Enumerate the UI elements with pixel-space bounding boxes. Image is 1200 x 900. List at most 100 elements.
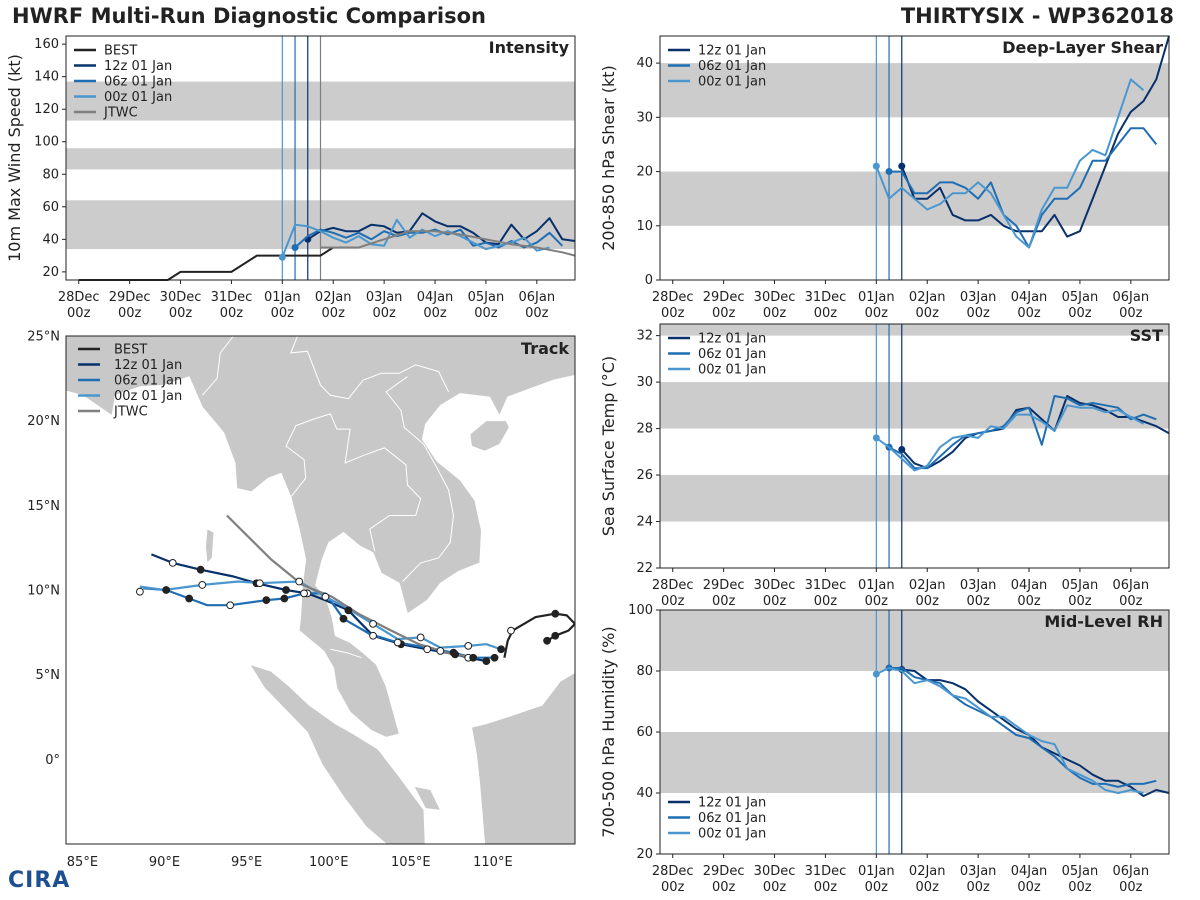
sst-band-2 — [660, 324, 1169, 336]
intensity-series-run12 — [307, 212, 576, 246]
rh-band-0 — [660, 732, 1169, 793]
bangka-island — [413, 785, 441, 811]
shear-panel: 01020304028Dec00z29Dec00z30Dec00z31Dec00… — [599, 35, 1170, 321]
sri-lanka-island — [0, 593, 32, 659]
mainland-asia — [66, 336, 575, 738]
track-point-best — [543, 636, 551, 645]
shear-init-point-run12 — [898, 162, 906, 170]
track-point-run06 — [300, 589, 308, 598]
intensity-legend-label: 12z 01 Jan — [104, 59, 172, 74]
track-point-run00 — [369, 619, 377, 628]
rh-xtick-hour: 00z — [865, 880, 889, 895]
intensity-ytick-label: 140 — [34, 70, 59, 85]
rh-xtick-hour: 00z — [1068, 880, 1092, 895]
track-point-run12 — [369, 631, 377, 640]
rh-xtick-hour: 00z — [966, 880, 990, 895]
intensity-ytick-label: 20 — [42, 265, 59, 280]
rh-title: Mid-Level RH — [1044, 612, 1163, 631]
shear-legend-label: 06z 01 Jan — [698, 59, 766, 74]
rh-xtick-label: 31Dec — [805, 864, 847, 879]
sst-xtick-hour: 00z — [966, 594, 990, 609]
rh-xtick-hour: 00z — [763, 880, 787, 895]
sst-xtick-hour: 00z — [763, 594, 787, 609]
intensity-ytick-label: 80 — [42, 167, 59, 182]
track-point-best — [507, 626, 515, 635]
sst-xtick-label: 01Jan — [858, 578, 895, 593]
sst-xtick-hour: 00z — [712, 594, 736, 609]
sst-band-0 — [660, 475, 1169, 522]
shear-xtick-label: 30Dec — [754, 290, 796, 305]
country-border-3 — [385, 376, 455, 582]
rh-xtick-label: 03Jan — [960, 864, 997, 879]
track-point-run06 — [226, 601, 235, 610]
sst-xtick-label: 31Dec — [805, 578, 847, 593]
intensity-xtick-hour: 00z — [169, 306, 193, 321]
sst-xtick-hour: 00z — [865, 594, 889, 609]
rh-xtick-hour: 00z — [661, 880, 685, 895]
sst-ytick-label: 32 — [636, 329, 653, 344]
rh-xtick-label: 04Jan — [1011, 864, 1048, 879]
intensity-legend-label: 06z 01 Jan — [104, 75, 172, 90]
shear-xtick-label: 29Dec — [703, 290, 745, 305]
track-panel: 0° 5°N 10°N 15°N 20°N 25°N 85°E 90°E 95°E 100°E 10… — [0, 330, 576, 870]
track-point-run12 — [423, 645, 432, 654]
intensity-ytick-label: 100 — [34, 135, 59, 150]
track-point-run00 — [497, 645, 506, 654]
track-point-run00 — [436, 647, 445, 655]
track-lon-label: 110°E — [473, 855, 513, 870]
intensity-series-run00 — [281, 218, 550, 258]
track-best — [503, 612, 575, 658]
shear-xtick-label: 04Jan — [1011, 290, 1048, 305]
track-point-run12 — [482, 657, 491, 666]
sst-legend-label: 06z 01 Jan — [698, 347, 766, 362]
track-legend-label: 12z 01 Jan — [114, 358, 182, 373]
sst-xtick-hour: 00z — [916, 594, 940, 609]
intensity-xtick-hour: 00z — [118, 306, 142, 321]
intensity-xtick-hour: 00z — [220, 306, 244, 321]
shear-xtick-label: 02Jan — [909, 290, 946, 305]
rh-legend-label: 12z 01 Jan — [698, 796, 766, 811]
intensity-xtick-label: 30Dec — [160, 290, 202, 305]
track-point-run00 — [295, 577, 304, 586]
shear-ytick-label: 30 — [636, 110, 653, 125]
sst-xtick-label: 06Jan — [1113, 578, 1150, 593]
track-lon-label: 85°E — [67, 855, 98, 870]
shear-legend-label: 12z 01 Jan — [698, 44, 766, 59]
track-point-jtwc — [469, 653, 478, 662]
intensity-series-jtwc — [320, 230, 576, 257]
intensity-xtick-label: 04Jan — [417, 290, 454, 305]
track-lat-label: 15°N — [27, 499, 60, 514]
track-frame — [65, 335, 576, 845]
intensity-frame — [65, 35, 576, 281]
country-border-2 — [285, 413, 422, 552]
track-lat-label: 5°N — [36, 668, 61, 683]
page-title: HWRF Multi-Run Diagnostic Comparison — [12, 4, 487, 28]
sst-panel: 22242628303228Dec00z29Dec00z30Dec00z31De… — [599, 323, 1170, 609]
sst-init-point-run12 — [898, 445, 906, 453]
shear-xtick-hour: 00z — [814, 306, 838, 321]
track-point-run06 — [393, 638, 402, 647]
intensity-xtick-label: 28Dec — [58, 290, 100, 305]
track-legend-label: 06z 01 Jan — [114, 374, 182, 389]
sst-ytick-label: 26 — [636, 468, 653, 483]
track-lat-label: 20°N — [27, 414, 60, 429]
intensity-xtick-hour: 00z — [525, 306, 549, 321]
intensity-legend-label: JTWC — [103, 106, 138, 121]
intensity-ytick-label: 160 — [34, 37, 59, 52]
shear-init-point-run00 — [872, 162, 880, 170]
shear-ytick-label: 20 — [636, 165, 653, 180]
track-lon-label: 105°E — [391, 855, 431, 870]
track-point-run06 — [280, 594, 289, 603]
track-point-run06 — [339, 614, 348, 623]
shear-series-run06 — [889, 127, 1158, 249]
sumatra-island — [248, 663, 426, 844]
rh-init-point-run00 — [872, 670, 880, 678]
shear-legend-label: 00z 01 Jan — [698, 75, 766, 90]
andaman-islands — [205, 528, 215, 564]
rh-xtick-label: 28Dec — [652, 864, 694, 879]
rh-ytick-label: 60 — [636, 725, 653, 740]
sst-ylabel: Sea Surface Temp (°C) — [599, 356, 618, 536]
sst-xtick-hour: 00z — [814, 594, 838, 609]
shear-xtick-hour: 00z — [916, 306, 940, 321]
intensity-init-point-run06 — [291, 243, 299, 251]
